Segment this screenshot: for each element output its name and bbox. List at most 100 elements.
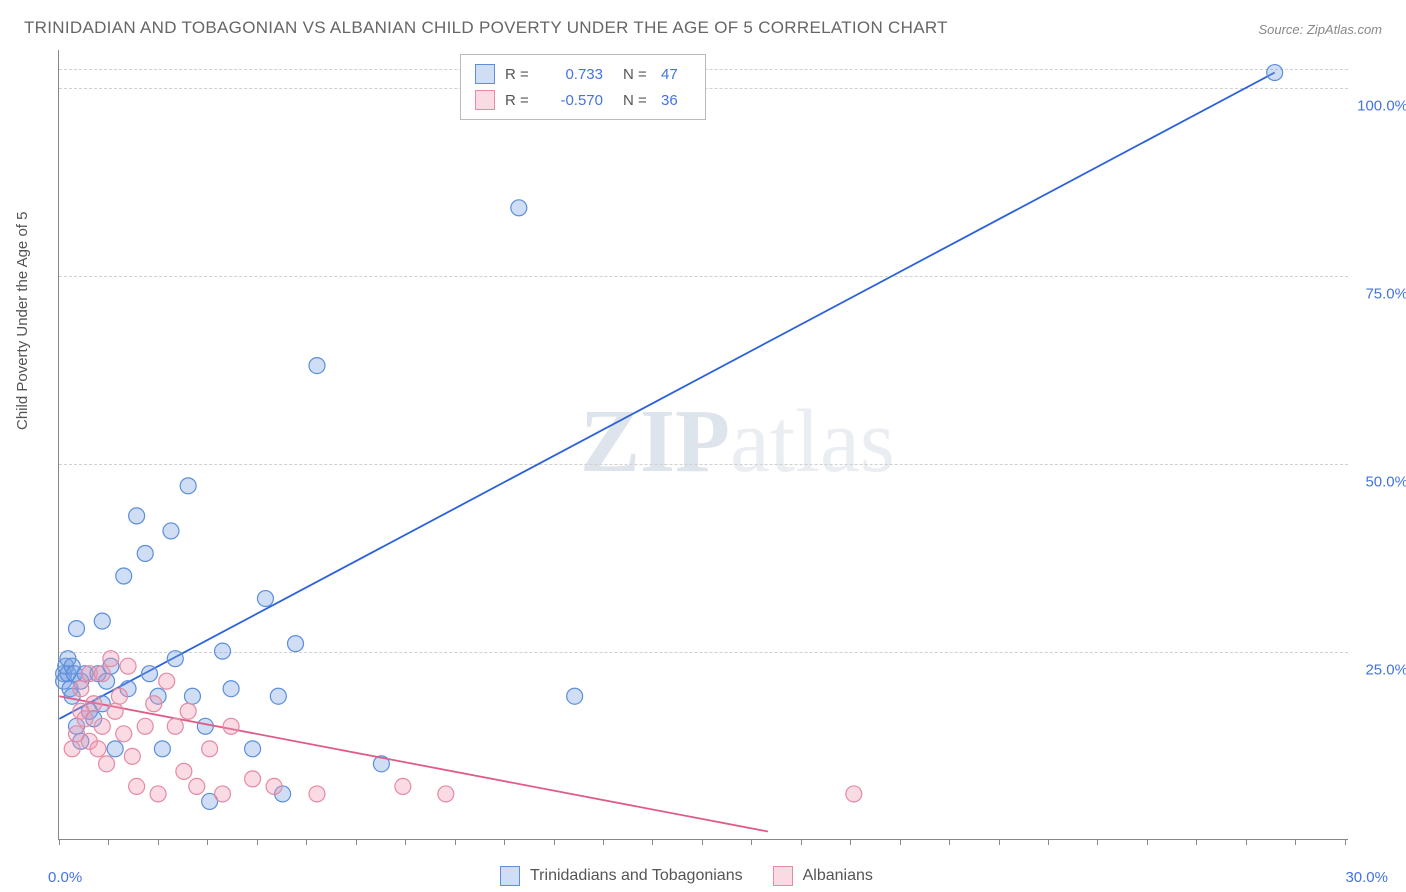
legend-swatch [475, 90, 495, 110]
n-value: 36 [661, 92, 691, 109]
data-point [94, 666, 110, 682]
x-tick-mark [1147, 839, 1148, 845]
legend-row: R =0.733N =47 [475, 61, 691, 87]
data-point [167, 718, 183, 734]
x-tick-mark [603, 839, 604, 845]
data-point [129, 508, 145, 524]
data-point [511, 200, 527, 216]
x-tick-mark [751, 839, 752, 845]
legend-label: Albanians [803, 867, 873, 885]
data-point [309, 358, 325, 374]
data-point [257, 591, 273, 607]
data-point [107, 741, 123, 757]
x-tick-mark [652, 839, 653, 845]
data-point [184, 688, 200, 704]
data-point [124, 748, 140, 764]
x-tick-mark [850, 839, 851, 845]
x-tick-mark [801, 839, 802, 845]
x-tick-left: 0.0% [48, 869, 82, 886]
n-label: N = [623, 66, 651, 83]
regression-line [59, 696, 768, 831]
data-point [438, 786, 454, 802]
data-point [245, 741, 261, 757]
data-point [215, 786, 231, 802]
data-point [202, 741, 218, 757]
data-point [142, 666, 158, 682]
data-point [180, 703, 196, 719]
x-tick-mark [356, 839, 357, 845]
x-tick-mark [1246, 839, 1247, 845]
source-attribution: Source: ZipAtlas.com [1258, 22, 1382, 37]
data-point [120, 658, 136, 674]
r-label: R = [505, 92, 533, 109]
data-point [1267, 65, 1283, 81]
legend-swatch [773, 866, 793, 886]
x-tick-mark [554, 839, 555, 845]
data-point [215, 643, 231, 659]
legend-label: Trinidadians and Tobagonians [530, 867, 743, 885]
data-point [567, 688, 583, 704]
data-point [90, 741, 106, 757]
x-tick-mark [999, 839, 1000, 845]
data-point [77, 711, 93, 727]
data-point [395, 778, 411, 794]
x-tick-right: 30.0% [1345, 869, 1388, 886]
data-point [266, 778, 282, 794]
x-tick-mark [158, 839, 159, 845]
y-tick-label: 50.0% [1365, 473, 1406, 490]
data-point [163, 523, 179, 539]
regression-line [59, 73, 1274, 719]
data-point [180, 478, 196, 494]
data-point [197, 718, 213, 734]
data-point [129, 778, 145, 794]
x-tick-mark [405, 839, 406, 845]
y-tick-container: 25.0% 50.0% 75.0% 100.0% [1348, 50, 1406, 840]
data-point [99, 756, 115, 772]
data-point [270, 688, 286, 704]
data-point [94, 613, 110, 629]
correlation-legend: R =0.733N =47R =-0.570N =36 [460, 54, 706, 120]
series-legend: Trinidadians and Tobagonians Albanians [480, 866, 873, 886]
data-point [73, 681, 89, 697]
x-tick-mark [949, 839, 950, 845]
data-point [111, 688, 127, 704]
x-tick-mark [1097, 839, 1098, 845]
data-point [116, 726, 132, 742]
x-tick-mark [306, 839, 307, 845]
data-point [167, 651, 183, 667]
x-tick-mark [900, 839, 901, 845]
data-point [94, 718, 110, 734]
data-point [137, 718, 153, 734]
x-tick-mark [108, 839, 109, 845]
x-tick-mark [504, 839, 505, 845]
data-point [103, 651, 119, 667]
x-tick-mark [1345, 839, 1346, 845]
x-tick-mark [257, 839, 258, 845]
y-tick-label: 100.0% [1357, 97, 1406, 114]
data-point [150, 786, 166, 802]
data-point [223, 681, 239, 697]
data-point [86, 696, 102, 712]
scatter-svg [59, 50, 1348, 839]
y-tick-label: 25.0% [1365, 661, 1406, 678]
r-label: R = [505, 66, 533, 83]
plot-area [58, 50, 1348, 840]
legend-row: R = -0.570 N = 36 [475, 87, 691, 113]
x-tick-mark [59, 839, 60, 845]
data-point [69, 621, 85, 637]
legend-swatch [475, 64, 495, 84]
data-point [154, 741, 170, 757]
data-point [288, 636, 304, 652]
chart-title: TRINIDADIAN AND TOBAGONIAN VS ALBANIAN C… [24, 18, 948, 38]
data-point [64, 741, 80, 757]
data-point [176, 763, 192, 779]
data-point [245, 771, 261, 787]
r-value: -0.570 [543, 92, 603, 109]
r-value: 0.733 [543, 66, 603, 83]
data-point [223, 718, 239, 734]
y-tick-label: 75.0% [1365, 285, 1406, 302]
x-tick-mark [702, 839, 703, 845]
x-tick-mark [455, 839, 456, 845]
legend-swatch [500, 866, 520, 886]
n-label: N = [623, 92, 651, 109]
